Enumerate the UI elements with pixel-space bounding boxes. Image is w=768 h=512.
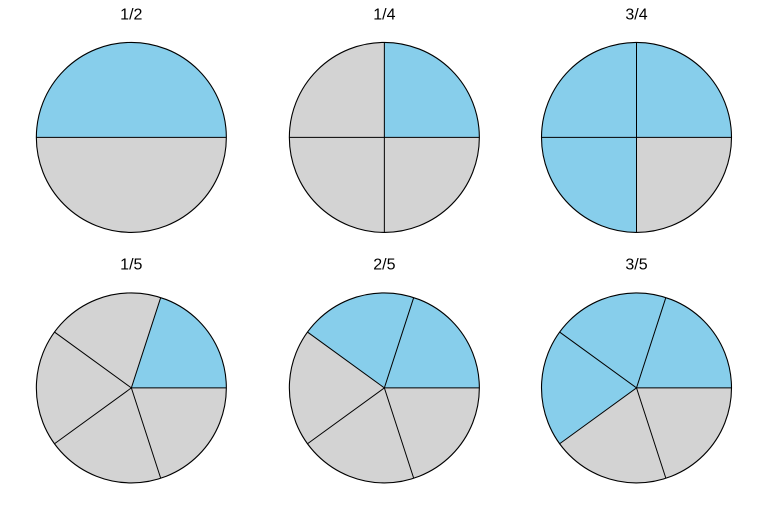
svg-text:2/5: 2/5 bbox=[373, 256, 395, 273]
svg-text:1/4: 1/4 bbox=[373, 7, 395, 24]
svg-text:1/2: 1/2 bbox=[120, 7, 142, 24]
svg-text:3/5: 3/5 bbox=[625, 256, 647, 273]
svg-text:1/5: 1/5 bbox=[120, 256, 142, 273]
svg-text:3/4: 3/4 bbox=[625, 7, 647, 24]
